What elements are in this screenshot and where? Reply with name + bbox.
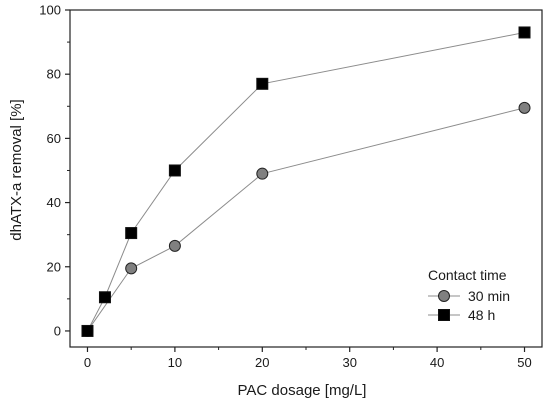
data-point	[518, 26, 531, 39]
legend-label: 30 min	[468, 288, 510, 304]
x-axis-title: PAC dosage [mg/L]	[238, 382, 367, 399]
y-tick-label: 20	[47, 259, 61, 274]
series-layer	[81, 26, 531, 337]
data-point	[98, 291, 111, 304]
data-point	[168, 239, 181, 252]
y-tick-label: 60	[47, 131, 61, 146]
x-tick-label: 30	[342, 355, 356, 370]
y-tick-label: 0	[54, 323, 61, 338]
series-line	[87, 31, 525, 332]
legend-title: Contact time	[428, 267, 507, 283]
y-tick-label: 40	[47, 195, 61, 210]
series-square	[81, 26, 531, 337]
data-point	[518, 101, 531, 114]
data-point	[125, 227, 138, 240]
x-tick-label: 20	[255, 355, 269, 370]
data-point	[256, 77, 269, 90]
x-tick-label: 10	[168, 355, 182, 370]
data-point	[256, 167, 269, 180]
data-point	[125, 262, 138, 275]
x-tick-label: 50	[517, 355, 531, 370]
y-tick-label: 100	[39, 3, 61, 18]
legend-marker	[438, 309, 450, 321]
data-point	[81, 324, 94, 337]
data-point	[168, 164, 181, 177]
legend: Contact time 30 min 48 h	[428, 267, 510, 323]
y-axis: 0 20 40 60 80 100	[39, 3, 70, 338]
x-axis: 0 10 20 30 40 50	[84, 347, 532, 370]
legend-marker	[438, 290, 450, 302]
y-tick-label: 80	[47, 67, 61, 82]
y-axis-title: dhATX-a removal [%]	[8, 99, 25, 240]
series-circle	[81, 101, 531, 337]
x-tick-label: 0	[84, 355, 91, 370]
legend-label: 48 h	[468, 307, 495, 323]
x-tick-label: 40	[430, 355, 444, 370]
series-line	[87, 107, 525, 332]
